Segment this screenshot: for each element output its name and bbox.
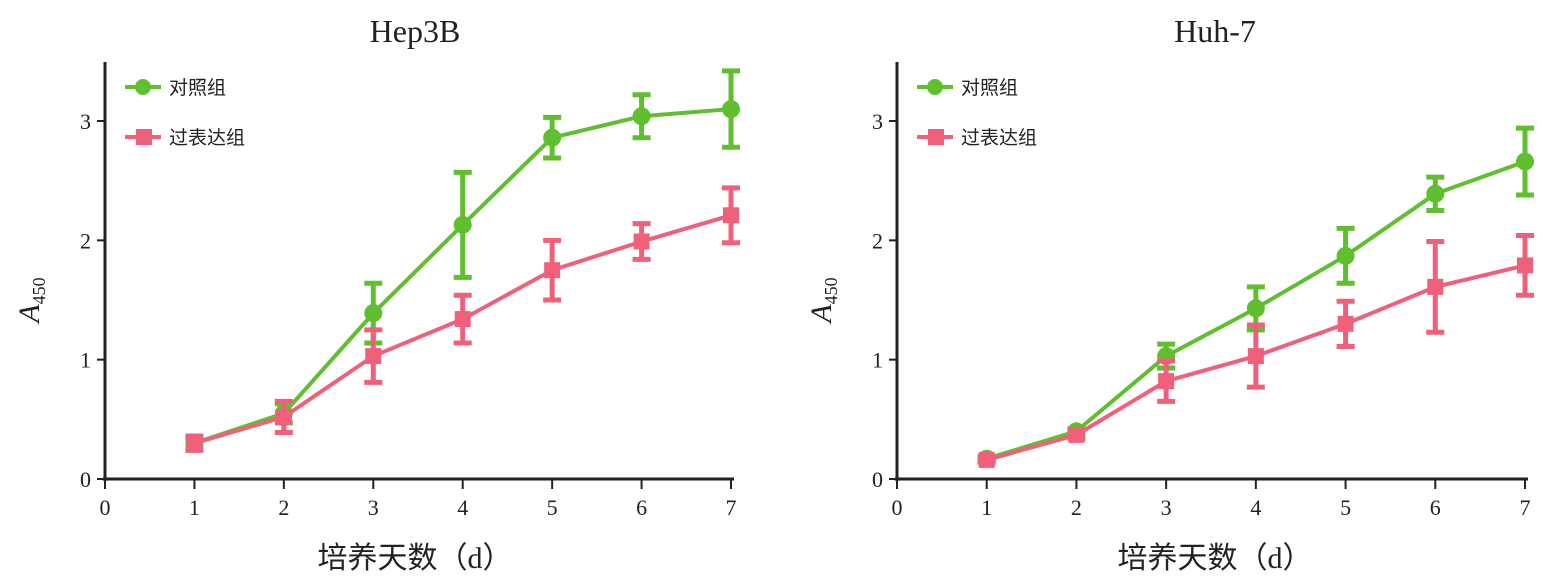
- x-tick-label: 2: [278, 495, 289, 520]
- x-tick-label: 1: [981, 495, 992, 520]
- data-point: [186, 435, 203, 452]
- x-tick-label: 2: [1071, 495, 1082, 520]
- x-axis-label: 培养天数（d）: [318, 542, 513, 575]
- legend-label: 过表达组: [169, 127, 245, 149]
- data-point: [1247, 348, 1264, 365]
- y-axis-label-subscript: 450: [821, 277, 841, 304]
- data-point: [543, 128, 562, 147]
- y-tick-label: 3: [872, 109, 883, 134]
- x-tick-label: 1: [189, 495, 200, 520]
- data-point: [544, 262, 561, 279]
- legend-marker: [927, 79, 943, 95]
- y-axis-label-subscript: 450: [29, 277, 49, 304]
- y-tick-label: 1: [80, 348, 91, 373]
- x-tick-label: 4: [1250, 495, 1261, 520]
- legend-label: 对照组: [961, 77, 1018, 99]
- x-tick-label: 4: [457, 495, 468, 520]
- x-tick-label: 0: [892, 495, 903, 520]
- x-tick-label: 6: [1430, 495, 1441, 520]
- x-tick-label: 3: [368, 495, 379, 520]
- data-point: [454, 311, 471, 328]
- data-point: [633, 233, 650, 250]
- x-tick-label: 7: [1520, 495, 1531, 520]
- data-point: [1426, 184, 1445, 203]
- legend-marker: [135, 79, 151, 95]
- y-axis-label: A450: [805, 277, 841, 324]
- data-point: [1246, 299, 1265, 318]
- x-tick-label: 6: [636, 495, 647, 520]
- data-point: [364, 304, 383, 323]
- legend-label: 过表达组: [961, 127, 1037, 149]
- legend-marker: [136, 129, 152, 145]
- data-point: [453, 215, 472, 234]
- y-tick-label: 1: [872, 348, 883, 373]
- x-axis-label: 培养天数（d）: [1118, 542, 1313, 575]
- data-point: [1336, 246, 1355, 265]
- series-overexpression: 过表达组: [125, 127, 740, 453]
- legend-marker: [928, 129, 944, 145]
- data-point: [1516, 152, 1534, 171]
- data-point: [723, 207, 739, 224]
- series-overexpression: 过表达组: [917, 127, 1534, 468]
- y-tick-label: 0: [80, 467, 91, 492]
- data-point: [275, 408, 292, 425]
- data-point: [722, 100, 740, 119]
- legend-label: 对照组: [169, 77, 226, 99]
- chart-title: Hep3B: [370, 13, 461, 49]
- data-point: [365, 348, 382, 365]
- data-point: [1158, 373, 1175, 390]
- y-tick-label: 0: [872, 467, 883, 492]
- x-tick-label: 5: [1340, 495, 1351, 520]
- x-tick-label: 0: [100, 495, 111, 520]
- data-point: [1517, 257, 1533, 274]
- y-tick-label: 2: [872, 228, 883, 253]
- data-point: [632, 107, 651, 126]
- y-axis-label: A450: [13, 277, 49, 324]
- data-point: [978, 451, 995, 468]
- y-tick-label: 3: [80, 109, 91, 134]
- data-point: [1068, 426, 1085, 443]
- data-point: [1427, 278, 1444, 295]
- chart-title: Huh-7: [1174, 13, 1256, 49]
- data-point: [1337, 315, 1354, 332]
- x-tick-label: 5: [547, 495, 558, 520]
- y-tick-label: 2: [80, 228, 91, 253]
- x-tick-label: 3: [1161, 495, 1172, 520]
- x-tick-label: 7: [726, 495, 737, 520]
